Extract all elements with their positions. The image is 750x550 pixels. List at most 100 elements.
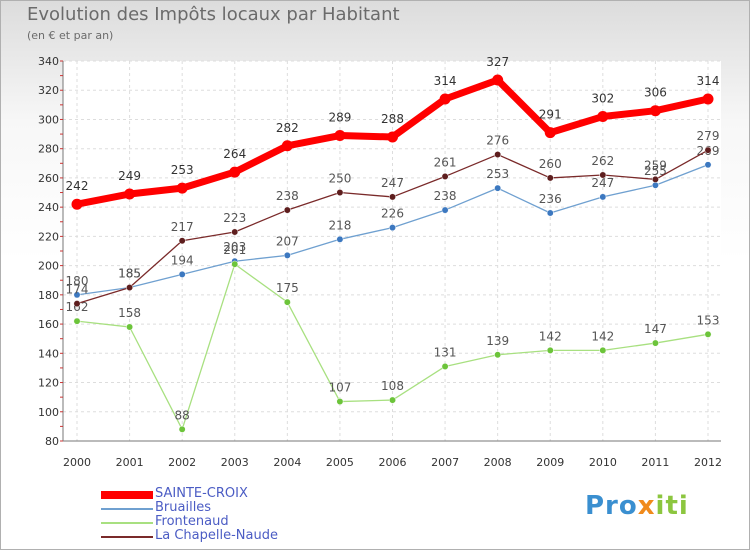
data-point	[389, 193, 396, 201]
data-point	[176, 182, 188, 194]
data-label: 291	[539, 108, 562, 122]
data-label: 250	[328, 172, 351, 186]
data-label: 314	[697, 74, 720, 88]
data-point	[546, 174, 554, 182]
x-tick-label: 2005	[326, 456, 354, 469]
y-tick-label: 340	[38, 55, 59, 68]
data-point	[336, 235, 344, 243]
data-label: 108	[381, 379, 404, 393]
y-tick-label: 160	[38, 318, 59, 331]
data-point	[336, 189, 344, 196]
x-tick-label: 2004	[273, 456, 301, 469]
data-point	[281, 140, 293, 152]
data-point	[178, 237, 186, 245]
data-label: 264	[223, 147, 246, 161]
data-label: 153	[697, 313, 720, 327]
data-point	[546, 346, 554, 354]
x-tick-label: 2008	[484, 456, 512, 469]
data-point	[283, 206, 291, 214]
data-point	[178, 425, 186, 433]
x-tick-label: 2006	[379, 456, 407, 469]
y-tick-label: 220	[38, 230, 59, 243]
data-label: 223	[223, 211, 246, 225]
data-label: 147	[644, 322, 667, 336]
legend-label: La Chapelle-Naude	[155, 528, 278, 543]
y-tick-label: 280	[38, 143, 59, 156]
legend-swatch	[101, 508, 153, 510]
data-point	[494, 151, 502, 158]
data-label: 259	[644, 158, 667, 172]
data-label: 288	[381, 112, 404, 126]
x-tick-label: 2011	[641, 456, 669, 469]
data-point	[441, 206, 449, 214]
data-point	[441, 363, 449, 370]
data-label: 194	[171, 253, 194, 267]
data-label: 217	[171, 220, 194, 234]
data-point	[387, 131, 398, 143]
data-label: 238	[276, 189, 299, 203]
data-point	[126, 284, 134, 291]
chart-title: Evolution des Impôts locaux par Habitant	[27, 4, 400, 25]
data-label: 282	[276, 121, 299, 135]
data-label: 279	[697, 129, 720, 143]
data-point	[704, 161, 712, 169]
data-label: 276	[486, 134, 509, 148]
data-point	[389, 224, 396, 232]
data-label: 175	[276, 281, 299, 295]
data-label: 218	[328, 218, 351, 232]
plot-area	[63, 61, 721, 441]
x-tick-label: 2000	[63, 456, 91, 469]
data-point	[231, 228, 239, 236]
data-label: 260	[539, 157, 562, 171]
data-label: 174	[66, 283, 89, 297]
data-label: 247	[381, 176, 404, 190]
data-label: 253	[171, 163, 194, 177]
data-label: 185	[118, 267, 141, 281]
data-label: 207	[276, 234, 299, 248]
data-point	[599, 346, 607, 354]
y-tick-label: 260	[38, 172, 59, 185]
data-point	[704, 146, 712, 154]
data-label: 107	[328, 381, 351, 395]
x-tick-label: 2009	[536, 456, 564, 469]
data-label: 142	[539, 329, 562, 343]
data-point	[178, 270, 186, 278]
data-point	[599, 193, 607, 201]
data-point	[546, 209, 554, 217]
legend-swatch	[101, 491, 153, 499]
proxiti-logo: Proxiti	[585, 491, 689, 521]
y-tick-label: 320	[38, 84, 59, 97]
data-point	[544, 127, 556, 139]
data-point	[126, 323, 134, 331]
data-point	[441, 173, 449, 180]
data-label: 302	[591, 92, 614, 106]
legend-label: Bruailles	[155, 500, 212, 515]
data-point	[649, 105, 661, 117]
data-point	[599, 171, 607, 179]
data-point	[73, 317, 81, 325]
data-label: 201	[223, 243, 246, 257]
y-tick-label: 120	[38, 377, 59, 390]
data-label: 226	[381, 207, 404, 221]
data-label: 238	[434, 189, 457, 203]
data-label: 88	[175, 408, 190, 422]
y-tick-label: 140	[38, 347, 59, 360]
data-label: 180	[66, 274, 89, 288]
data-label: 185	[118, 267, 141, 281]
x-tick-label: 2010	[589, 456, 617, 469]
data-label: 139	[486, 334, 509, 348]
data-label: 249	[118, 169, 141, 183]
data-label: 327	[486, 55, 509, 69]
x-tick-label: 2012	[694, 456, 722, 469]
data-point	[494, 184, 502, 192]
data-label: 131	[434, 345, 457, 359]
legend-swatch	[101, 536, 153, 538]
data-point	[492, 74, 504, 86]
data-point	[73, 291, 81, 299]
data-label: 314	[434, 74, 457, 88]
data-point	[702, 93, 714, 105]
data-point	[124, 188, 136, 200]
legend-label: Frontenaud	[155, 514, 229, 529]
y-tick-label: 300	[38, 113, 59, 126]
